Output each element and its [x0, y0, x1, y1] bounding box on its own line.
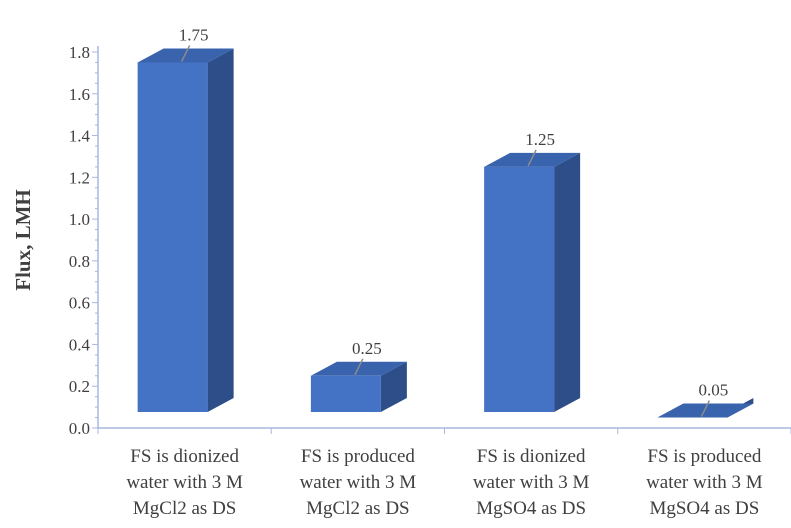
x-category-labels: FS is dionized water with 3 M MgCl2 as DS F… — [126, 446, 762, 519]
bar-side-face — [380, 361, 407, 412]
y-tick-label: 1.0 — [69, 210, 90, 229]
y-tick-label: 1.8 — [69, 43, 90, 62]
bar — [657, 398, 754, 418]
bar-front-face — [310, 375, 381, 412]
x-category-label: FS is dionized water with 3 M MgSO4 as DS — [473, 446, 590, 519]
data-label-leader — [700, 400, 711, 417]
y-tick-label: 0.8 — [69, 252, 90, 271]
y-tick-label: 1.2 — [69, 168, 90, 187]
x-category-label: FS is produced water with 3 M MgSO4 as DS — [646, 446, 763, 519]
bar-side-face — [554, 152, 581, 412]
data-labels: 1.75 0.25 1.25 0.05 — [179, 25, 729, 417]
y-tick-label: 0.0 — [69, 419, 90, 438]
bar-top-face — [484, 152, 581, 167]
data-label-leader — [354, 358, 364, 376]
bar — [137, 48, 234, 412]
y-tick-labels: 0.0 0.2 0.4 0.6 0.8 1.0 1.2 1.4 1.6 1.8 — [69, 43, 91, 438]
bar — [310, 361, 407, 412]
x-category-label: FS is dionized water with 3 M MgCl2 as DS — [126, 446, 243, 519]
bar-top-face — [310, 361, 407, 376]
data-label: 0.25 — [352, 339, 382, 358]
bar-side-face — [207, 48, 234, 412]
data-label: 0.05 — [699, 381, 729, 400]
bar-top-face — [657, 403, 754, 418]
bars — [137, 48, 754, 418]
y-tick-label: 0.2 — [69, 377, 90, 396]
data-label-leader — [527, 149, 537, 167]
bar-front-face — [484, 166, 555, 412]
y-tick-label: 0.4 — [69, 335, 91, 354]
bar-front-face — [137, 62, 208, 412]
y-tick-label: 0.6 — [69, 294, 90, 313]
data-label-leader — [180, 45, 191, 62]
y-axis-title: Flux, LMH — [11, 189, 35, 291]
y-tick-label: 1.6 — [69, 85, 90, 104]
data-label: 1.75 — [179, 25, 209, 44]
bar-top-face — [137, 48, 234, 63]
data-label: 1.25 — [525, 130, 555, 149]
axes — [92, 46, 791, 434]
x-category-label: FS is produced water with 3 M MgCl2 as DS — [300, 446, 417, 519]
y-tick-label: 1.4 — [69, 127, 91, 146]
bar — [484, 152, 581, 412]
